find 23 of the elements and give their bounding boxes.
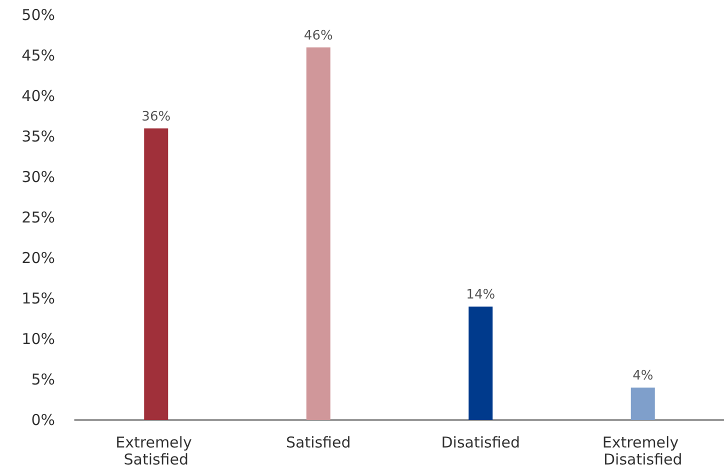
data-label: 36% [142, 109, 171, 124]
data-label: 14% [466, 288, 496, 303]
y-tick-label: 0% [31, 411, 55, 429]
y-tick-label: 30% [22, 168, 55, 186]
bar [630, 388, 655, 420]
x-tick-label: Disatisfied [441, 434, 520, 452]
data-label: 46% [304, 28, 333, 44]
x-tick-label: Satisfied [286, 434, 351, 452]
y-tick-label: 45% [22, 46, 55, 64]
y-tick-label: 25% [22, 208, 55, 226]
data-label: 4% [632, 368, 654, 384]
bar [468, 306, 493, 420]
y-tick-label: 5% [31, 370, 55, 388]
bar [306, 47, 330, 420]
x-tick-label: Extremely Satisfied [116, 434, 197, 468]
y-tick-label: 15% [22, 290, 55, 308]
y-tick-label: 50% [22, 6, 55, 24]
bar [144, 128, 168, 420]
y-tick-label: 40% [22, 87, 55, 105]
x-tick-label: Extremely Disatisfied [602, 434, 684, 468]
y-tick-label: 10% [22, 330, 55, 348]
y-tick-label: 35% [22, 128, 55, 146]
y-tick-label: 20% [22, 249, 55, 267]
